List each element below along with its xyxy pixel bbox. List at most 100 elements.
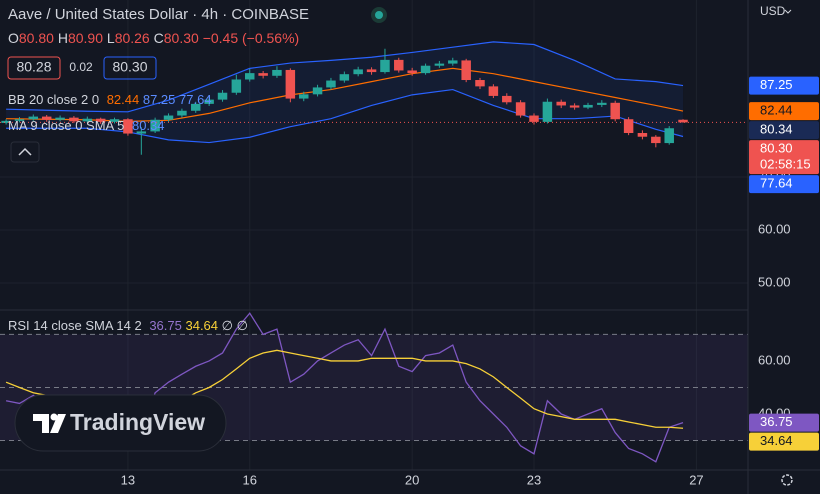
candle-body — [204, 99, 214, 104]
candle-body — [678, 119, 688, 123]
candle-body — [475, 80, 485, 87]
candle-body — [542, 101, 553, 122]
candle-body — [448, 60, 458, 64]
candle-body — [394, 59, 404, 71]
ask-box[interactable] — [103, 56, 157, 80]
logo-text: TradingView — [70, 409, 205, 435]
bid-price: 80.28 — [16, 59, 51, 75]
indicator-legend[interactable]: BB 20 close 2 0 82.44 87.25 77.64 — [8, 92, 212, 107]
status-dot — [375, 11, 383, 19]
rsi-label: RSI 14 close SMA 14 2 — [8, 318, 142, 333]
ohlc-close: 80.30 — [164, 30, 199, 46]
price-badge-label: 80.34 — [760, 122, 793, 137]
candle-body — [14, 119, 25, 121]
ohlc-row: O80.80 H80.90 L80.26 C80.30 −0.45 (−0.56… — [8, 30, 299, 46]
candle-body — [272, 69, 282, 76]
logo-icon — [50, 413, 58, 421]
candle-body — [434, 63, 445, 66]
candle-body — [420, 65, 431, 74]
price-badge — [749, 432, 819, 451]
collapse-icon — [18, 147, 32, 156]
logo-icon — [33, 414, 49, 433]
price-badge — [749, 175, 819, 194]
candle-body — [651, 136, 661, 144]
rsi-sma-value: 34.64 — [185, 318, 218, 333]
candle-body — [407, 70, 417, 74]
rsi-extra: ∅ — [237, 318, 248, 333]
x-tick-label: 16 — [243, 472, 257, 487]
candle-body — [597, 102, 607, 105]
ohlc-high: 80.90 — [68, 30, 103, 46]
x-tick-label: 27 — [689, 472, 703, 487]
price-badge-label: 77.64 — [760, 176, 793, 191]
candle-body — [610, 102, 620, 120]
ma-value: 80.34 — [132, 118, 165, 133]
ohlc-prefix: H — [58, 30, 68, 46]
candle-body — [299, 94, 309, 99]
ma-label: MA 9 close 0 SMA 5 — [8, 118, 124, 133]
logo-icon — [50, 414, 66, 433]
price-badge — [749, 102, 819, 121]
countdown: 02:58:15 — [760, 157, 811, 172]
price-badge — [749, 76, 819, 95]
band-fill — [6, 41, 684, 143]
price-badge — [749, 121, 819, 140]
candle-body — [583, 104, 593, 108]
rsi-legend[interactable]: RSI 14 close SMA 14 2 36.75 34.64 ∅ ∅ — [8, 318, 248, 333]
candle-body — [41, 116, 52, 120]
indicator-legend[interactable]: MA 9 close 0 SMA 5 80.34 — [8, 118, 165, 133]
ohlc-prefix: O — [8, 30, 19, 46]
ohlc-prefix: C — [154, 30, 164, 46]
price-badge-label: 36.75 — [760, 414, 793, 429]
candle-body — [82, 118, 93, 122]
candle-body — [258, 73, 268, 76]
rsi-extra: ∅ — [222, 318, 233, 333]
candle-body — [637, 133, 648, 137]
candle-body — [217, 92, 228, 100]
candle-body — [109, 119, 120, 122]
price-badge-label: 34.64 — [760, 433, 793, 448]
candle-body — [366, 69, 377, 73]
bb-lower-value: 77.64 — [179, 92, 212, 107]
x-tick-label: 23 — [527, 472, 541, 487]
candle-body — [55, 117, 65, 120]
indicator-line — [6, 67, 684, 122]
bb-label: BB 20 close 2 0 — [8, 92, 99, 107]
candle-body — [1, 120, 11, 123]
bid-box[interactable] — [7, 56, 61, 80]
candle-body — [339, 74, 350, 81]
price-badge — [749, 413, 819, 432]
currency-chevron — [784, 9, 792, 14]
x-tick-label: 20 — [405, 472, 419, 487]
ohlc-prefix: L — [107, 30, 115, 46]
candle-body — [231, 79, 242, 93]
candle-body — [312, 87, 323, 95]
y-tick-label: 60.00 — [758, 352, 791, 367]
candle-body — [123, 119, 133, 134]
candle-body — [136, 131, 147, 134]
candle-body — [569, 105, 580, 108]
candle-body — [529, 115, 539, 122]
currency-selector[interactable]: USD — [760, 4, 786, 18]
logo-badge[interactable] — [14, 394, 227, 452]
price-badge-label: 80.30 — [760, 141, 793, 156]
candle-body — [353, 69, 363, 75]
candle-body — [488, 86, 499, 96]
candle-body — [556, 101, 566, 106]
candle-body — [95, 118, 106, 122]
settings-icon[interactable] — [781, 474, 793, 486]
price-badge-label: 87.25 — [760, 77, 793, 92]
symbol-title[interactable]: Aave / United States Dollar · 4h · COINB… — [8, 6, 309, 23]
price-badge — [749, 140, 819, 175]
candle-body — [177, 110, 187, 116]
candle-body — [623, 119, 634, 134]
collapse-button[interactable] — [10, 141, 40, 163]
candle-body — [326, 80, 336, 88]
candle-body — [285, 69, 296, 99]
candle-body — [461, 60, 471, 81]
ohlc-change: −0.45 (−0.56%) — [203, 30, 300, 46]
indicator-line — [6, 88, 684, 144]
price-badge-label: 82.44 — [760, 103, 793, 118]
